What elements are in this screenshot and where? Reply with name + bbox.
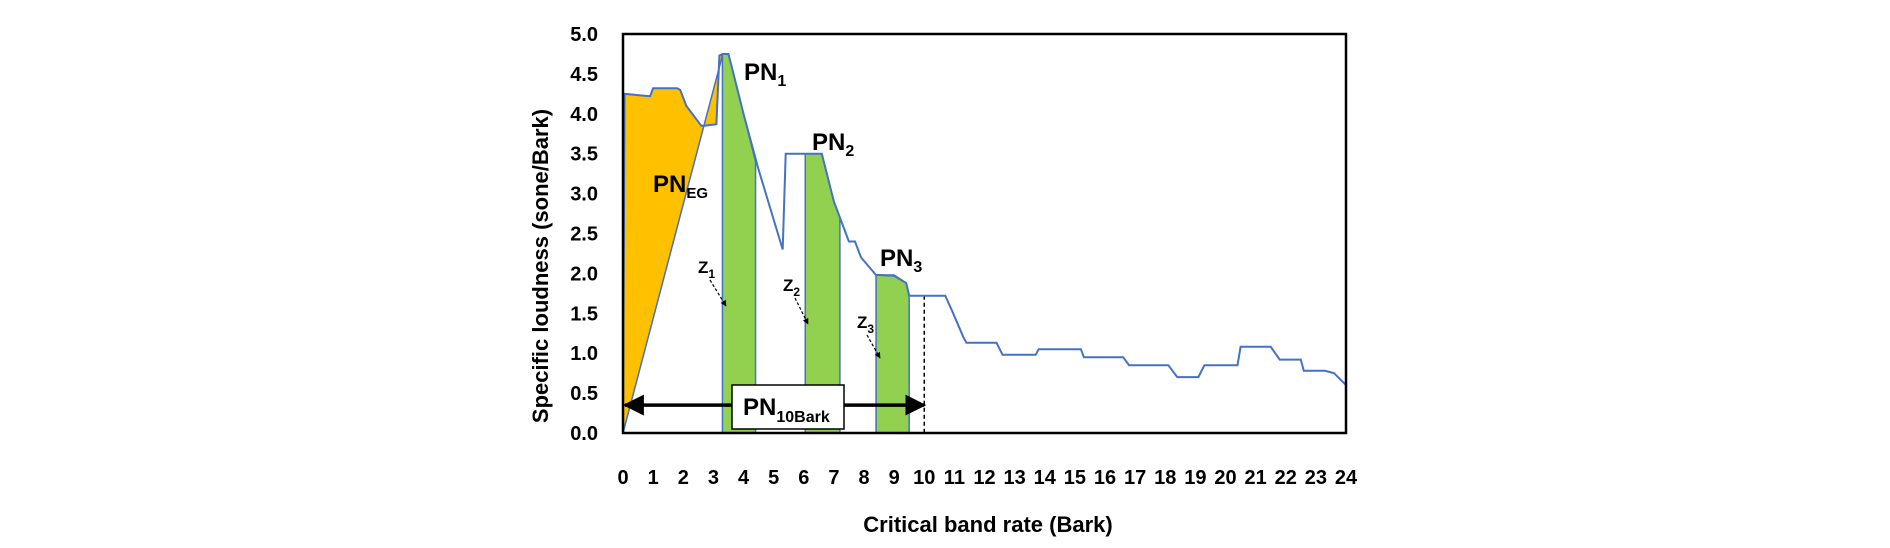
x-tick-label: 21 [1245,467,1267,489]
x-tick-label: 0 [617,467,628,489]
x-tick-label: 24 [1335,467,1358,489]
x-tick-label: 6 [798,467,809,489]
region-pn-3 [875,274,910,434]
pn10bark-label-box [731,384,845,430]
y-tick-label: 5.0 [570,24,598,46]
x-axis-title: Critical band rate (Bark) [863,512,1112,537]
x-tick-label: 12 [973,467,995,489]
pn3-label: PN3 [880,245,922,276]
x-tick-label: 22 [1275,467,1297,489]
x-tick-label: 1 [648,467,659,489]
loudness-curve [622,53,1347,434]
y-tick-label: 2.5 [570,224,598,246]
region-pn-1 [721,53,757,434]
x-tick-label: 3 [708,467,719,489]
x-axis-ticks: 0 1 2 3 4 5 6 7 8 9 10 11 12 13 14 15 16 17 18 19 20 21 22 23 24 [617,467,1358,489]
x-tick-label: 9 [889,467,900,489]
x-tick-label: 4 [738,467,750,489]
x-tick-label: 20 [1214,467,1236,489]
plot-frame [621,32,1348,435]
x-tick-label: 18 [1154,467,1176,489]
y-axis-title: Specific loudness (sone/Bark) [528,109,553,423]
y-tick-label: 4.0 [570,104,598,126]
shaded-regions [622,53,910,434]
x-tick-label: 17 [1124,467,1146,489]
x-tick-label: 19 [1184,467,1206,489]
x-tick-label: 10 [913,467,935,489]
x-tick-label: 5 [768,467,779,489]
y-tick-label: 0.5 [570,383,598,405]
y-tick-label: 3.5 [570,144,598,166]
z1-pointer [709,279,727,307]
x-tick-label: 23 [1305,467,1327,489]
pn2-label: PN2 [812,129,854,160]
x-tick-label: 14 [1034,467,1057,489]
z1-label: Z1 [698,258,715,281]
x-tick-label: 16 [1094,467,1116,489]
pn10bark-label: PN10Bark [743,394,830,426]
y-tick-label: 1.0 [570,343,598,365]
z2-label: Z2 [783,276,800,299]
pn1-label: PN1 [744,59,786,90]
x-tick-label: 15 [1064,467,1086,489]
region-pn-eg [622,54,724,434]
x-tick-label: 13 [1004,467,1026,489]
y-tick-label: 2.0 [570,263,598,285]
z3-pointer [866,334,881,359]
y-tick-label: 1.5 [570,303,598,325]
x-tick-label: 7 [828,467,839,489]
y-axis-ticks: 0.0 0.5 1.0 1.5 2.0 2.5 3.0 3.5 4.0 4.5 5.0 [570,24,598,445]
x-tick-label: 2 [678,467,689,489]
z3-label: Z3 [857,313,874,336]
pneg-label: PNEG [653,171,708,202]
y-tick-label: 0.0 [570,423,598,445]
x-tick-label: 11 [944,467,965,489]
x-tick-label: 8 [858,467,869,489]
y-tick-label: 3.0 [570,184,598,206]
y-tick-label: 4.5 [570,64,598,86]
